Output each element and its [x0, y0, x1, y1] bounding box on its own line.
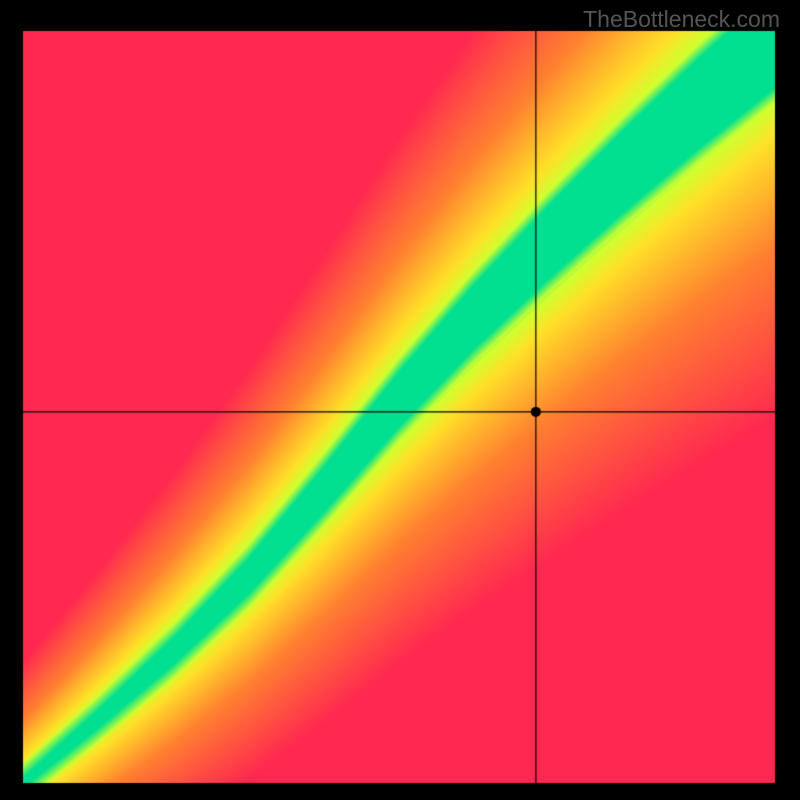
watermark-text: TheBottleneck.com — [583, 6, 780, 33]
bottleneck-heatmap — [0, 0, 800, 800]
